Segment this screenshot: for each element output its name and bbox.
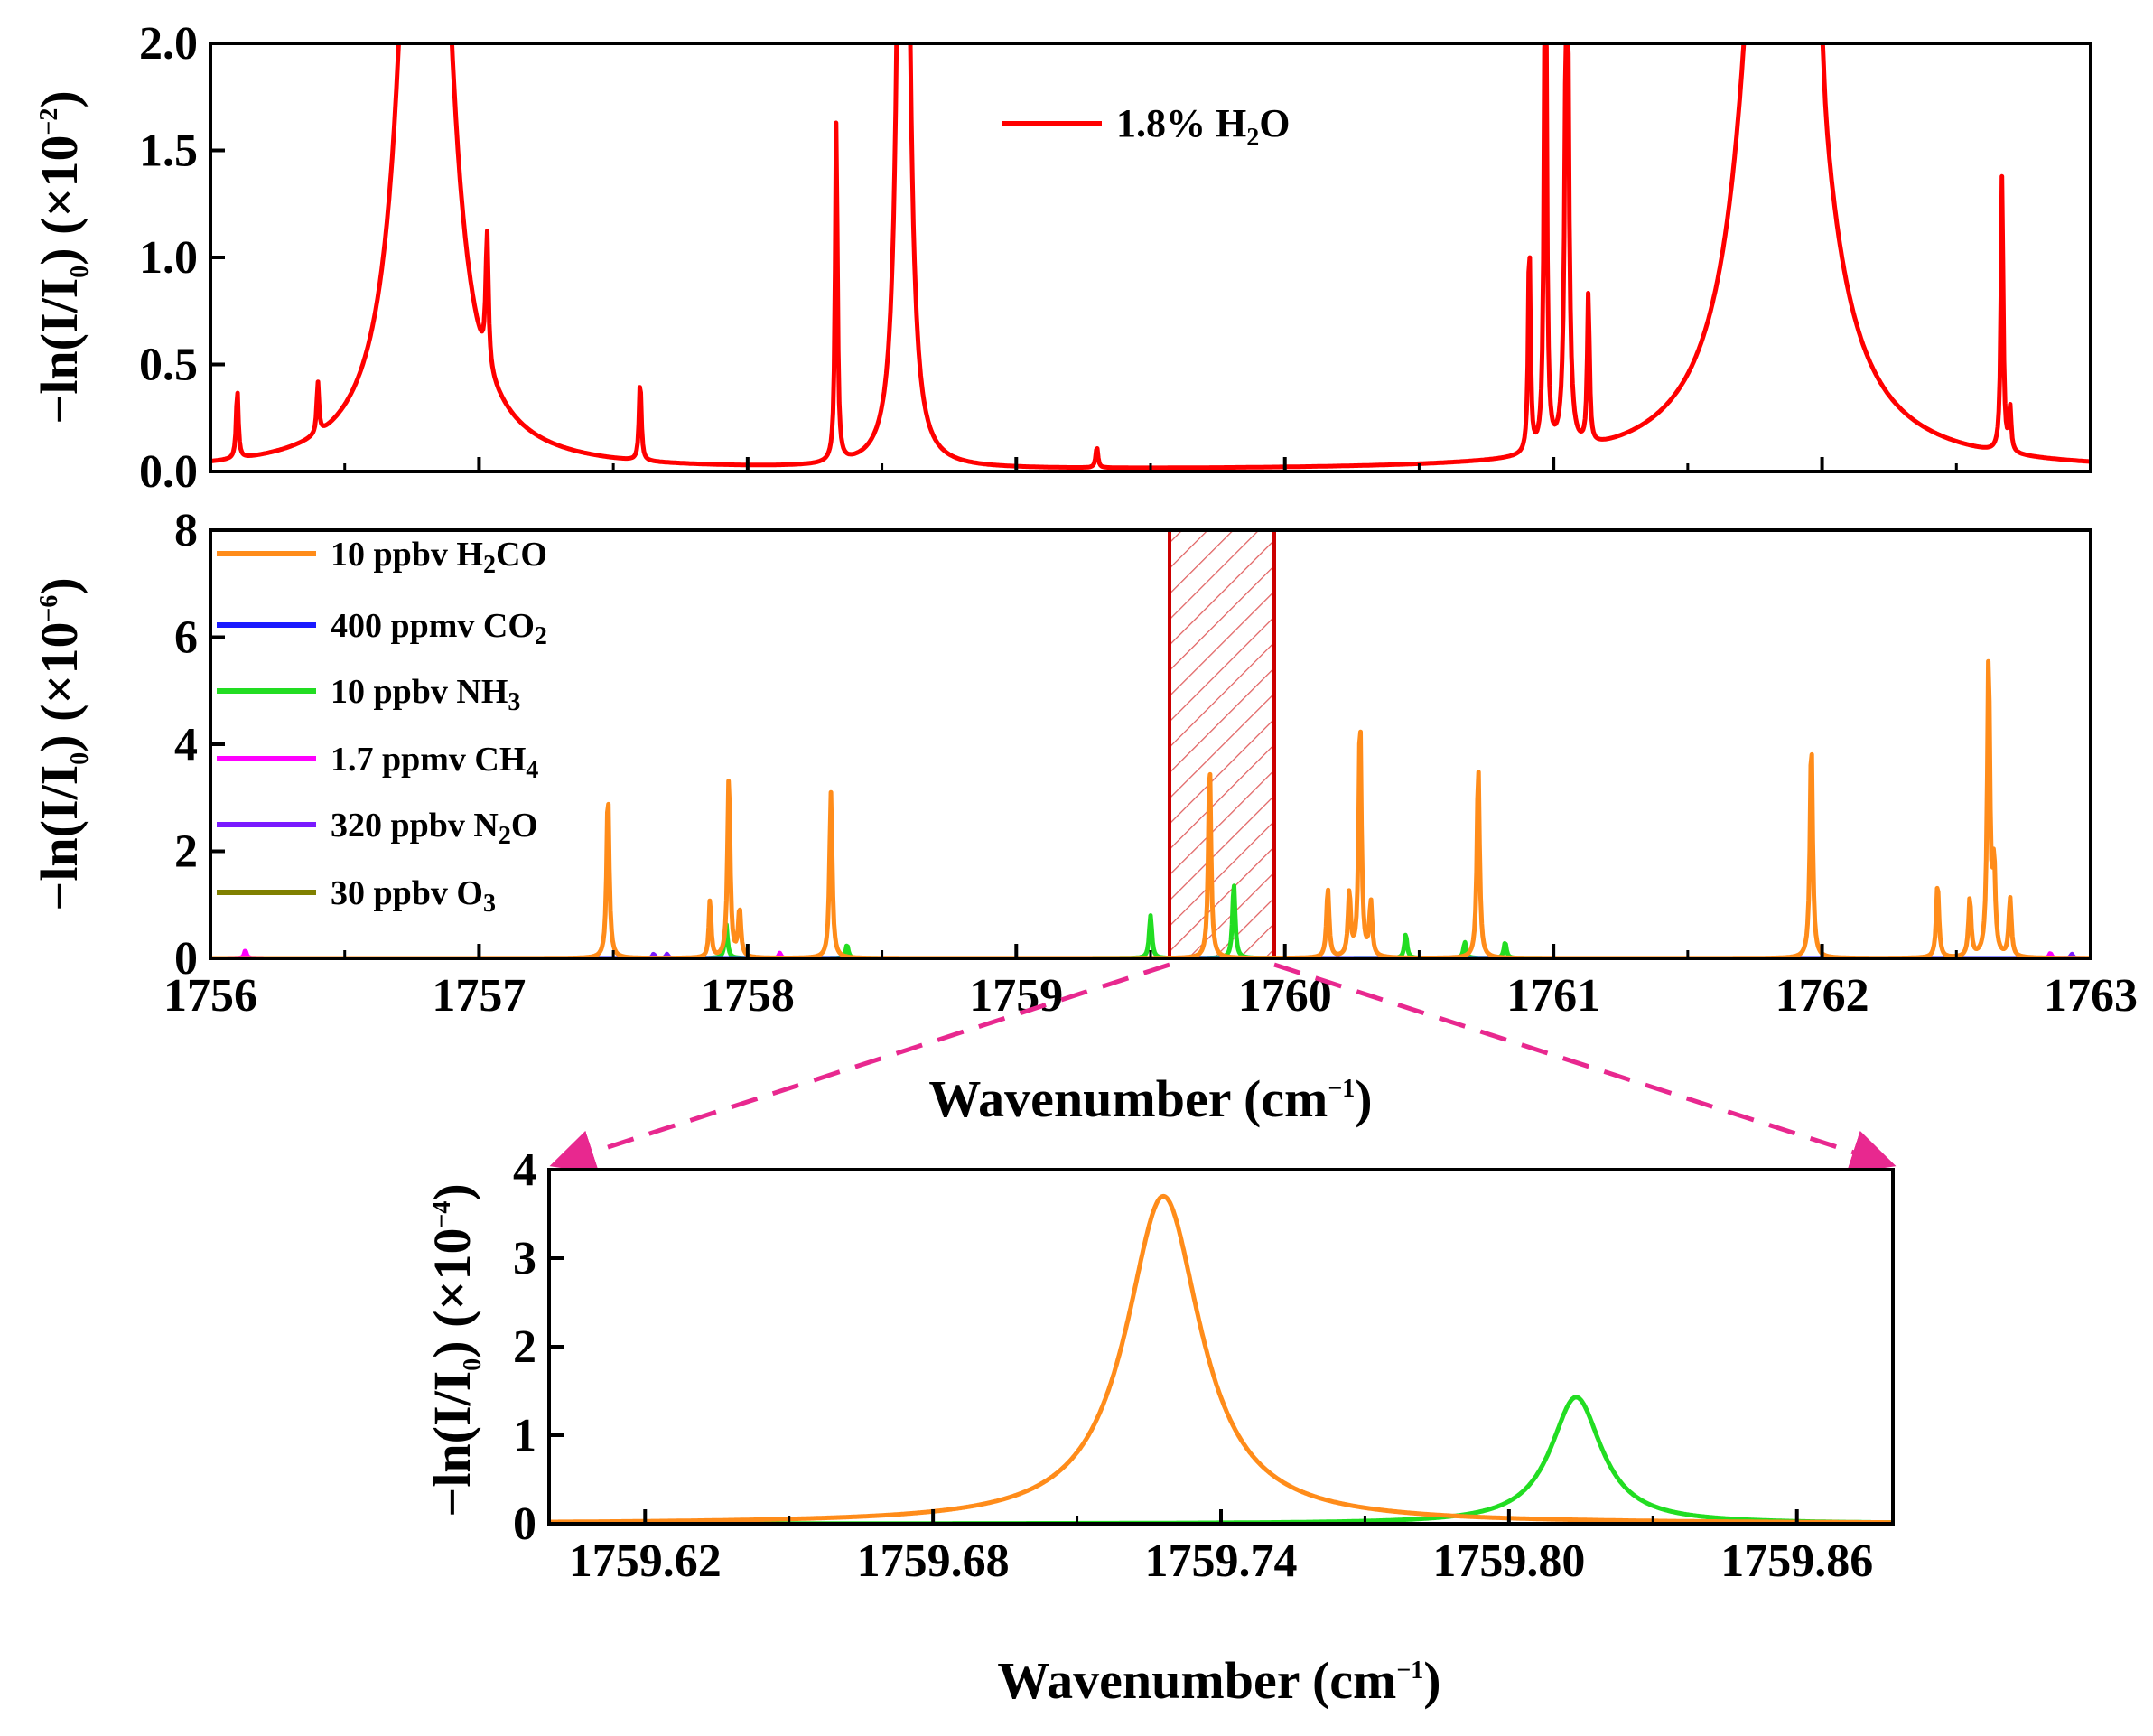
inset-xtick-label: 1759.80 bbox=[1432, 1535, 1585, 1587]
inset-ytick-label: 4 bbox=[513, 1144, 536, 1196]
legend-label-n2o: 320 ppbv N2O bbox=[331, 807, 537, 850]
top-panel: 0.0 0.5 1.0 1.5 2.0 −ln(I/I0) (×10−2) 1.8% H… bbox=[30, 18, 2092, 498]
inset-x-axis-title: Wavenumber (cm−1) bbox=[997, 1651, 1440, 1710]
legend-label-co2: 400 ppmv CO2 bbox=[331, 607, 547, 650]
inset-ytick-labels: 0 1 2 3 4 bbox=[513, 1144, 536, 1550]
top-y-axis-title: −ln(I/I0) (×10−2) bbox=[30, 90, 94, 424]
top-ytick-label: 0.5 bbox=[139, 340, 198, 391]
inset-ytick-label: 1 bbox=[513, 1410, 536, 1461]
zoom-arrow-left bbox=[549, 962, 1170, 1174]
top-ytick-label: 2.0 bbox=[139, 18, 198, 70]
inset-series-10-ppbv-h2co bbox=[549, 1193, 1893, 1524]
middle-x-axis-title: Wavenumber (cm−1) bbox=[928, 1069, 1372, 1128]
top-ytick-label: 0.0 bbox=[139, 446, 198, 498]
inset-ytick-label: 3 bbox=[513, 1233, 536, 1284]
inset-ytick-label: 0 bbox=[513, 1498, 536, 1550]
middle-xtick-label: 1756 bbox=[163, 970, 257, 1022]
zoom-arrow-right bbox=[1273, 962, 1897, 1174]
legend-label-h2o: 1.8% H2O bbox=[1116, 101, 1290, 152]
legend-label-ch4: 1.7 ppmv CH4 bbox=[331, 741, 538, 784]
middle-xtick-label: 1762 bbox=[1776, 970, 1869, 1022]
middle-series-10-ppbv-nh3 bbox=[210, 883, 2091, 958]
middle-y-axis-title: −ln(I/I0) (×10−6) bbox=[30, 577, 94, 910]
middle-ytick-label: 0 bbox=[174, 933, 198, 985]
inset-xtick-label: 1759.86 bbox=[1720, 1535, 1873, 1587]
middle-ytick-label: 8 bbox=[174, 505, 198, 556]
middle-xtick-label: 1758 bbox=[701, 970, 795, 1022]
middle-xtick-label: 1759 bbox=[969, 970, 1063, 1022]
inset-xtick-label: 1759.62 bbox=[569, 1535, 722, 1587]
middle-ytick-label: 6 bbox=[174, 612, 198, 664]
middle-legend: 10 ppbv H2CO 400 ppmv CO2 10 ppbv NH3 1.… bbox=[217, 536, 547, 918]
inset-ytick-label: 2 bbox=[513, 1321, 536, 1373]
inset-xtick-label: 1759.74 bbox=[1145, 1535, 1298, 1587]
legend-label-o3: 30 ppbv O3 bbox=[331, 874, 496, 918]
inset-xtick-label: 1759.68 bbox=[857, 1535, 1010, 1587]
top-ytick-label: 1.0 bbox=[139, 232, 198, 284]
top-ytick-label: 1.5 bbox=[139, 126, 198, 177]
top-legend: 1.8% H2O bbox=[1002, 101, 1290, 152]
middle-xtick-label: 1763 bbox=[2044, 970, 2138, 1022]
legend-label-nh3: 10 ppbv NH3 bbox=[331, 673, 520, 716]
zoom-arrows bbox=[549, 962, 1897, 1174]
middle-ticks bbox=[209, 528, 2092, 960]
top-ticks bbox=[209, 42, 2092, 473]
inset-xtick-labels: 1759.62 1759.68 1759.74 1759.80 1759.86 bbox=[569, 1535, 1873, 1587]
middle-xtick-labels: 1756 1757 1758 1759 1760 1761 1762 1763 bbox=[163, 970, 2138, 1022]
middle-ytick-label: 4 bbox=[174, 719, 198, 770]
top-ytick-labels: 0.0 0.5 1.0 1.5 2.0 bbox=[139, 18, 198, 498]
inset-y-axis-title: −ln(I/I0) (×10−4) bbox=[423, 1183, 487, 1517]
middle-ytick-label: 2 bbox=[174, 826, 198, 878]
middle-ytick-labels: 0 2 4 6 8 bbox=[174, 505, 198, 985]
middle-xtick-label: 1761 bbox=[1506, 970, 1600, 1022]
inset-panel: 0 1 2 3 4 1759.62 1759.68 1759.74 1759.80 1759.8… bbox=[423, 1144, 1895, 1710]
middle-xtick-label: 1757 bbox=[432, 970, 526, 1022]
legend-label-h2co: 10 ppbv H2CO bbox=[331, 536, 547, 579]
inset-ticks bbox=[549, 1168, 1799, 1526]
zoom-highlight-box bbox=[1168, 528, 1276, 960]
